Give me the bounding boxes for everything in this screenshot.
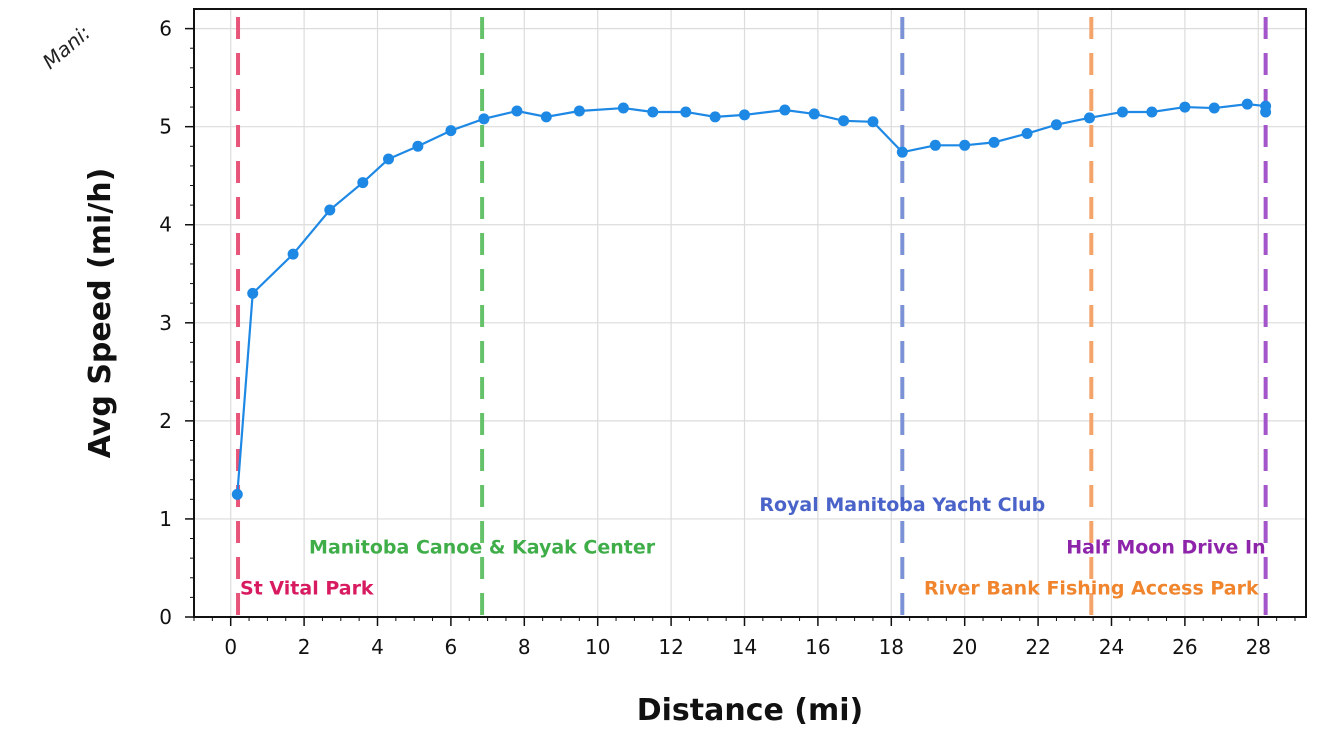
y-axis-title: Avg Speed (mi/h) — [83, 168, 118, 459]
x-tick-label: 4 — [371, 635, 384, 659]
series-layer — [231, 98, 1272, 500]
y-tick-label: 3 — [159, 311, 172, 335]
data-point — [808, 108, 820, 120]
data-point — [231, 488, 243, 500]
x-tick-label: 18 — [879, 635, 904, 659]
data-point — [1260, 106, 1272, 118]
y-tick-label: 4 — [159, 213, 172, 237]
x-tick-label: 0 — [224, 635, 237, 659]
data-point — [1208, 102, 1220, 114]
clipped-corner-label: Mani: — [38, 20, 95, 73]
data-point — [540, 111, 552, 123]
x-tick-label: 2 — [298, 635, 311, 659]
data-point — [573, 105, 585, 117]
data-point — [1117, 106, 1129, 118]
data-point — [445, 125, 457, 137]
y-tick-label: 2 — [159, 409, 172, 433]
data-point — [929, 139, 941, 151]
data-point — [779, 104, 791, 116]
x-tick-label: 10 — [585, 635, 610, 659]
data-point — [383, 153, 395, 165]
data-point — [896, 146, 908, 158]
data-point — [709, 111, 721, 123]
x-tick-label: 6 — [445, 635, 458, 659]
y-tick-label: 1 — [159, 507, 172, 531]
location-marker-label: St Vital Park — [240, 578, 374, 600]
data-point — [1241, 98, 1253, 110]
x-tick-label: 8 — [518, 635, 531, 659]
x-tick-label: 16 — [805, 635, 830, 659]
data-point — [680, 106, 692, 118]
y-tick-label: 6 — [159, 17, 172, 41]
location-marker-label: River Bank Fishing Access Park — [924, 578, 1259, 600]
data-point — [959, 139, 971, 151]
data-point — [988, 136, 1000, 148]
x-tick-label: 12 — [658, 635, 683, 659]
y-axis: 0 1 2 3 4 5 6 — [159, 17, 194, 629]
location-marker-label: Half Moon Drive In — [1066, 536, 1265, 558]
x-tick-label: 26 — [1172, 635, 1197, 659]
data-point — [647, 106, 659, 118]
location-markers — [236, 17, 1268, 617]
data-point — [324, 204, 336, 216]
x-tick-label: 14 — [732, 635, 757, 659]
data-point — [1083, 112, 1095, 124]
x-tick-label: 22 — [1025, 635, 1050, 659]
data-point — [357, 177, 369, 189]
location-marker-label: Manitoba Canoe & Kayak Center — [309, 536, 656, 558]
grid — [194, 9, 1306, 618]
x-tick-label: 24 — [1099, 635, 1124, 659]
data-point — [867, 116, 879, 128]
data-point — [738, 109, 750, 121]
y-tick-label: 0 — [159, 605, 172, 629]
data-point — [412, 140, 424, 152]
data-point — [1050, 119, 1062, 131]
data-point — [617, 102, 629, 114]
x-axis: 0 2 4 6 8 10 12 14 16 18 20 22 24 26 28 — [193, 617, 1296, 659]
data-point — [247, 287, 259, 299]
location-marker-label: Royal Manitoba Yacht Club — [759, 494, 1045, 516]
data-point — [838, 115, 850, 127]
x-axis-title: Distance (mi) — [637, 693, 864, 728]
data-point — [287, 248, 299, 260]
data-point — [1179, 101, 1191, 113]
data-point — [1021, 128, 1033, 140]
data-point — [511, 105, 523, 117]
y-tick-label: 5 — [159, 115, 172, 139]
data-point — [1146, 106, 1158, 118]
x-tick-label: 28 — [1246, 635, 1271, 659]
data-point — [478, 113, 490, 125]
location-marker-labels: St Vital Park Manitoba Canoe & Kayak Cent… — [240, 494, 1266, 599]
x-tick-label: 20 — [952, 635, 977, 659]
plot-frame — [193, 8, 1307, 618]
